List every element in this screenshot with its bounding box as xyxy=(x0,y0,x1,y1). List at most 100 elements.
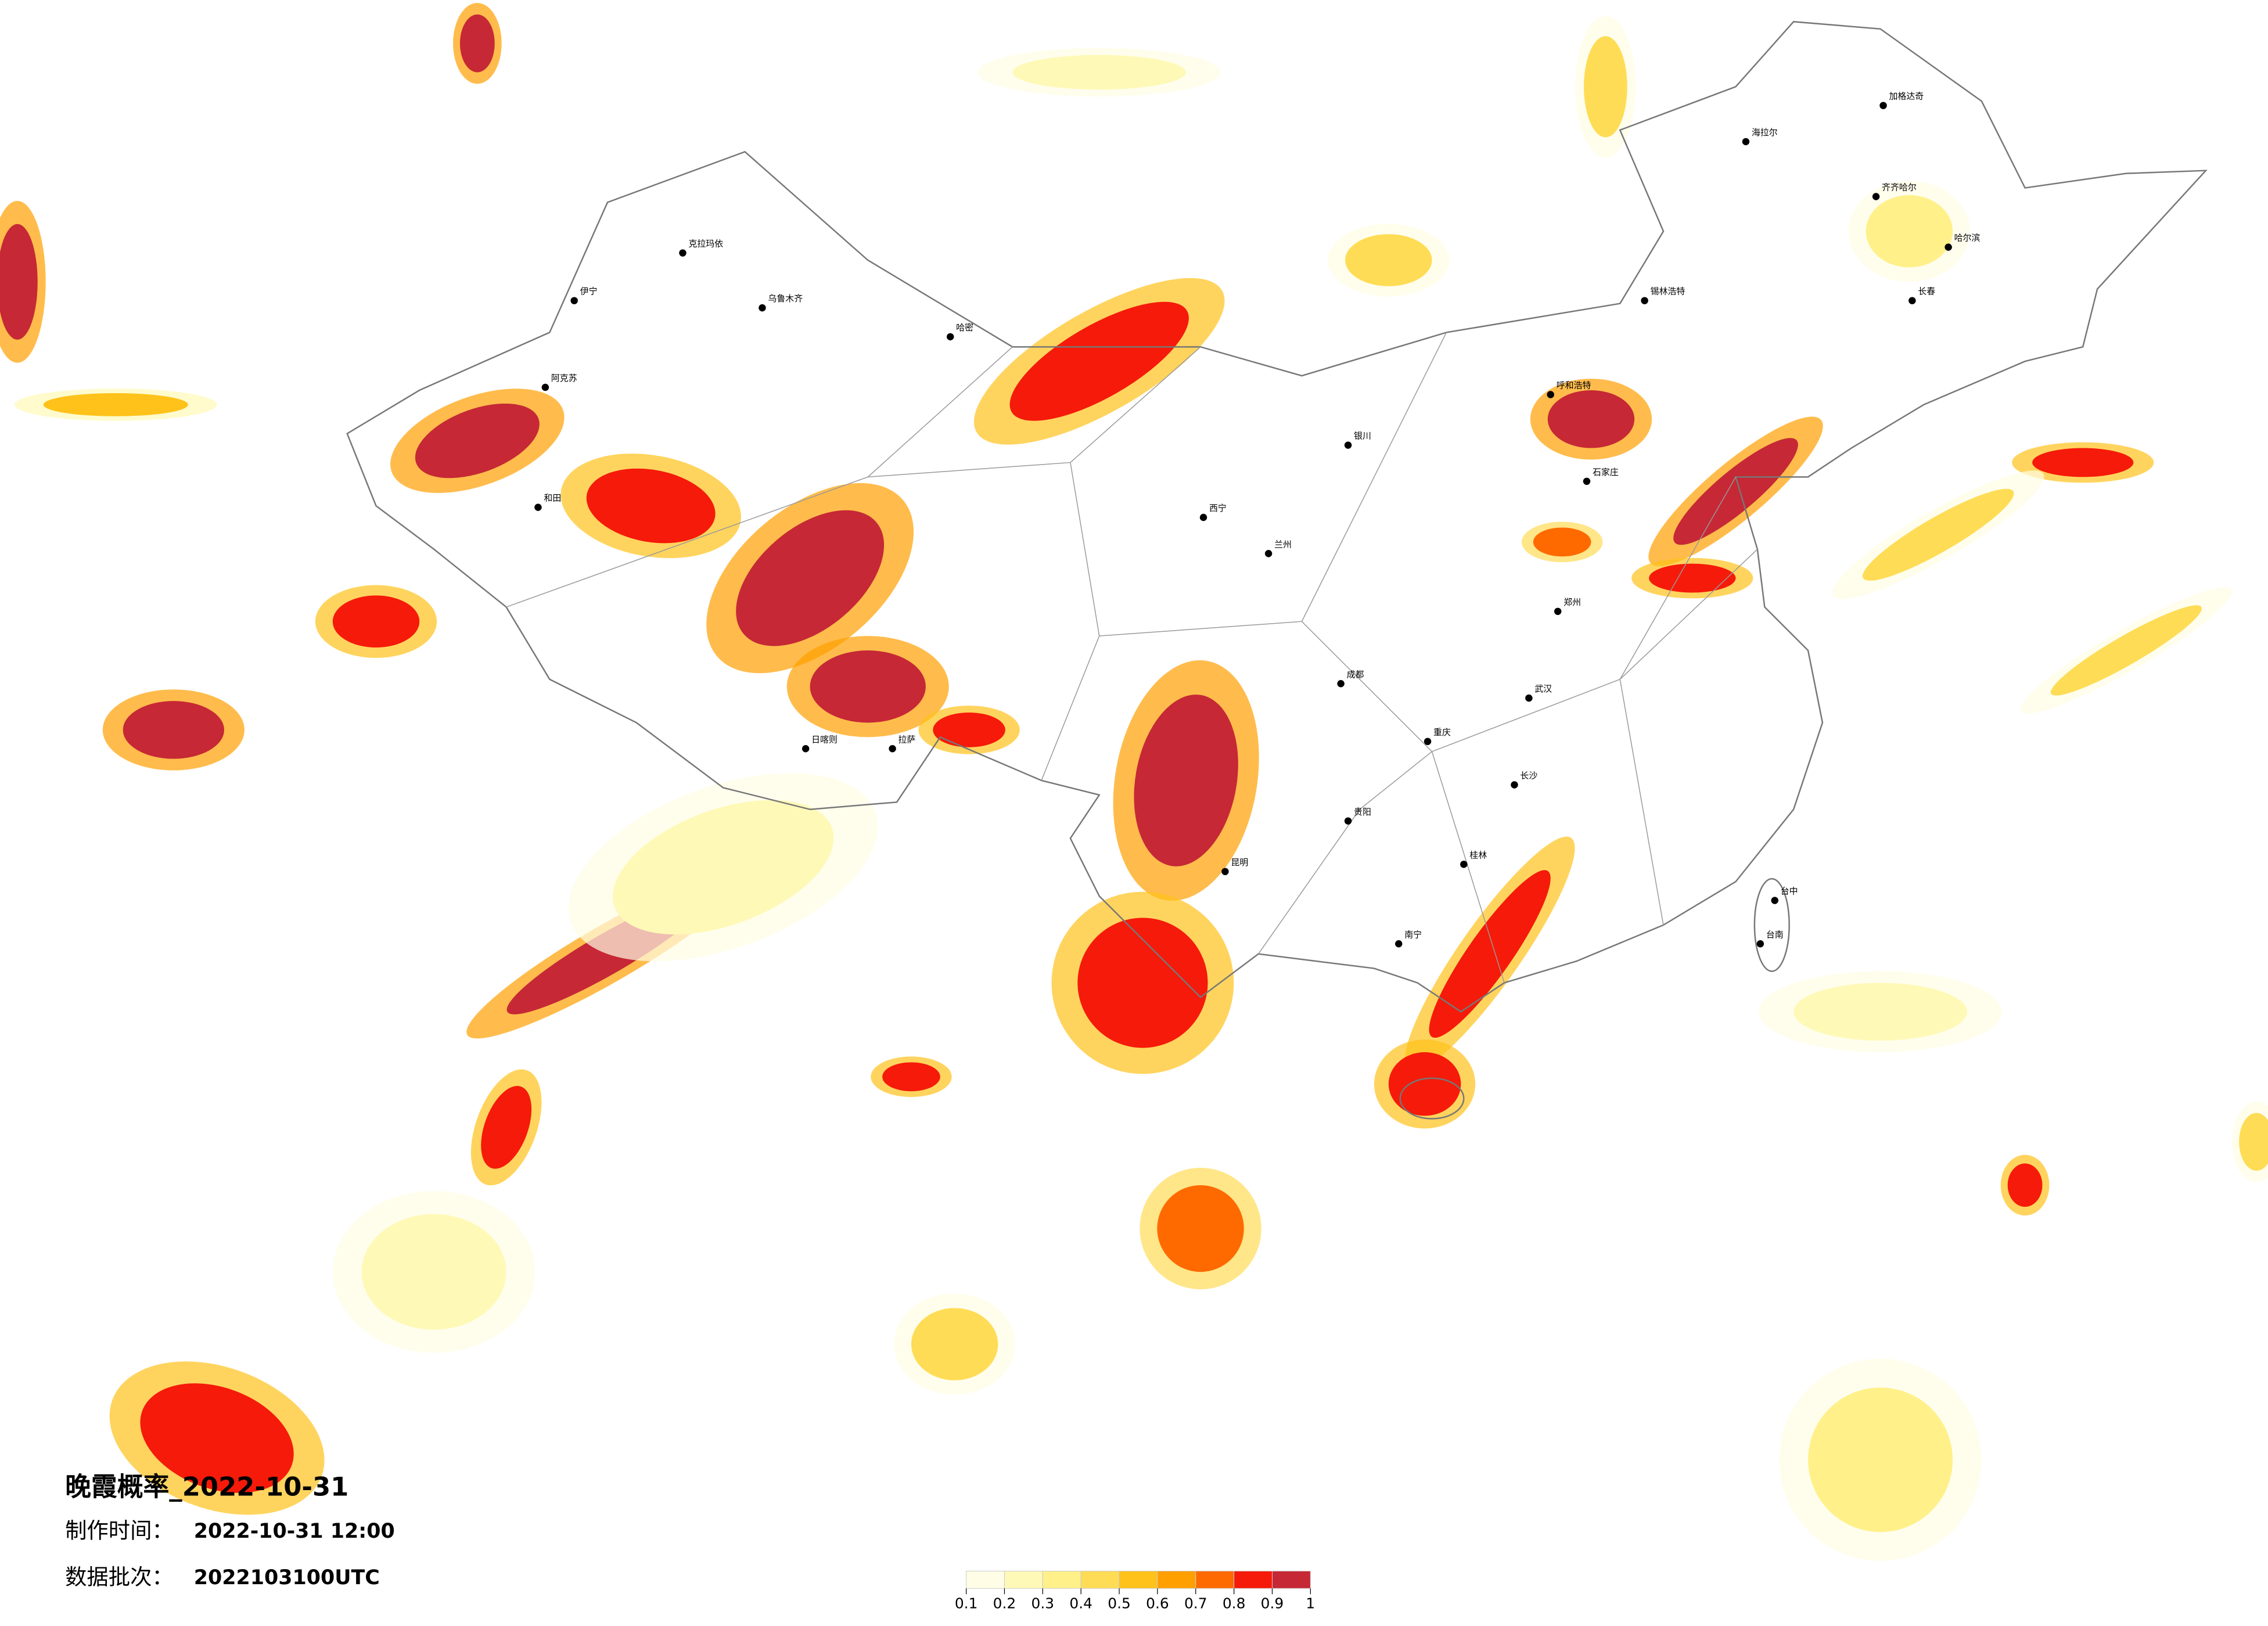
city-label: 长沙 xyxy=(1520,771,1537,781)
city-dot xyxy=(1525,694,1533,702)
city-label: 阿克苏 xyxy=(551,373,577,383)
probability-area xyxy=(1388,1052,1461,1116)
city-label: 桂林 xyxy=(1469,850,1487,860)
probability-area xyxy=(1793,983,1967,1041)
probability-area xyxy=(0,224,38,340)
probability-area xyxy=(43,393,188,416)
probability-area xyxy=(1012,55,1187,90)
city-label: 成都 xyxy=(1347,669,1364,679)
city-label: 齐齐哈尔 xyxy=(1882,182,1917,193)
city-label: 石家庄 xyxy=(1593,467,1619,477)
city-dot xyxy=(1879,102,1887,109)
legend-tick-label: 0.9 xyxy=(1261,1595,1284,1612)
probability-area xyxy=(361,1214,506,1330)
probability-area xyxy=(459,14,495,73)
probability-area xyxy=(415,403,540,479)
data-batch-label: 数据批次： xyxy=(65,1564,174,1589)
probability-area xyxy=(2032,448,2134,477)
probability-area xyxy=(1673,438,1798,545)
probability-field xyxy=(0,2,2268,1561)
city-dot xyxy=(1583,477,1591,485)
probability-area xyxy=(612,800,834,935)
probability-area xyxy=(586,468,716,544)
probability-area xyxy=(1862,488,2014,581)
legend-swatch xyxy=(1119,1570,1158,1589)
city-dot xyxy=(1547,391,1554,398)
legend-tick-label: 0.2 xyxy=(993,1595,1016,1612)
city-label: 武汉 xyxy=(1534,684,1552,694)
probability-area xyxy=(933,713,1005,747)
city-dot xyxy=(1199,513,1207,521)
city-dot xyxy=(1554,607,1562,616)
legend-tick-label: 0.4 xyxy=(1069,1595,1092,1612)
probability-area xyxy=(1866,195,1953,268)
data-batch-value: 2022103100UTC xyxy=(194,1566,380,1589)
city-label: 加格达奇 xyxy=(1889,91,1924,102)
probability-area xyxy=(2050,605,2202,696)
made-time-value: 2022-10-31 12:00 xyxy=(194,1520,395,1543)
city-dot xyxy=(946,333,954,341)
city-label: 伊宁 xyxy=(580,286,598,297)
legend-swatch xyxy=(966,1570,1005,1589)
city-label: 郑州 xyxy=(1563,597,1581,607)
country-outline xyxy=(346,21,2208,1013)
probability-area xyxy=(1649,563,1736,593)
city-label: 台南 xyxy=(1766,929,1784,940)
city-dot xyxy=(1872,193,1880,200)
probability-area xyxy=(1077,918,1208,1048)
city-dot xyxy=(1511,781,1518,789)
city-label: 海拉尔 xyxy=(1752,127,1778,138)
map-title: 晚霞概率_2022-10-31 xyxy=(65,1472,348,1502)
city-dot xyxy=(801,745,810,753)
city-label: 呼和浩特 xyxy=(1557,380,1591,391)
probability-area xyxy=(332,595,420,648)
legend-swatch xyxy=(1042,1570,1081,1589)
city-dot xyxy=(1641,297,1648,304)
city-label: 哈尔滨 xyxy=(1954,233,1981,243)
city-label: 哈密 xyxy=(956,322,973,333)
city-label: 克拉玛依 xyxy=(688,239,723,249)
city-label: 昆明 xyxy=(1231,857,1248,868)
city-dot xyxy=(1395,940,1403,948)
probability-area xyxy=(1533,527,1591,557)
legend-tick-label: 0.6 xyxy=(1146,1595,1169,1612)
legend-swatch xyxy=(1271,1570,1311,1589)
city-label: 拉萨 xyxy=(898,734,916,744)
city-dot xyxy=(1344,817,1352,825)
city-dot xyxy=(1771,897,1778,904)
probability-area xyxy=(736,510,885,646)
legend-swatch xyxy=(1234,1570,1273,1589)
city-dot xyxy=(1424,738,1432,746)
province-borders xyxy=(506,332,1758,983)
city-dot xyxy=(1756,940,1764,948)
legend-swatch xyxy=(1080,1570,1120,1589)
city-dot xyxy=(679,249,686,257)
legend-tick-label: 0.8 xyxy=(1223,1595,1246,1612)
legend-tick-label: 1 xyxy=(1306,1595,1315,1612)
city-label: 南宁 xyxy=(1404,929,1422,940)
city-dot xyxy=(1742,138,1750,146)
probability-area xyxy=(123,701,225,759)
legend-tick-label: 0.7 xyxy=(1184,1595,1207,1612)
city-label: 银川 xyxy=(1354,431,1371,441)
probability-area xyxy=(1584,36,1627,138)
city-dot xyxy=(1337,680,1345,688)
probability-area xyxy=(2007,1163,2043,1207)
city-dot xyxy=(889,745,896,753)
city-label: 和田 xyxy=(544,493,561,503)
taiwan-outline xyxy=(1753,878,1790,972)
probability-area xyxy=(481,1086,532,1169)
city-dot xyxy=(541,383,549,391)
city-dot xyxy=(759,304,766,312)
probability-area xyxy=(1345,234,1432,286)
probability-area xyxy=(2239,1113,2268,1171)
city-dot xyxy=(534,503,542,511)
city-dot xyxy=(1944,243,1952,251)
probability-area xyxy=(1134,695,1238,866)
legend: 0.1 0.2 0.3 0.4 0.5 0.6 0.7 0.8 0.9 1 xyxy=(955,1570,1315,1612)
legend-tick-label: 0.3 xyxy=(1031,1595,1055,1612)
probability-area xyxy=(911,1308,998,1380)
